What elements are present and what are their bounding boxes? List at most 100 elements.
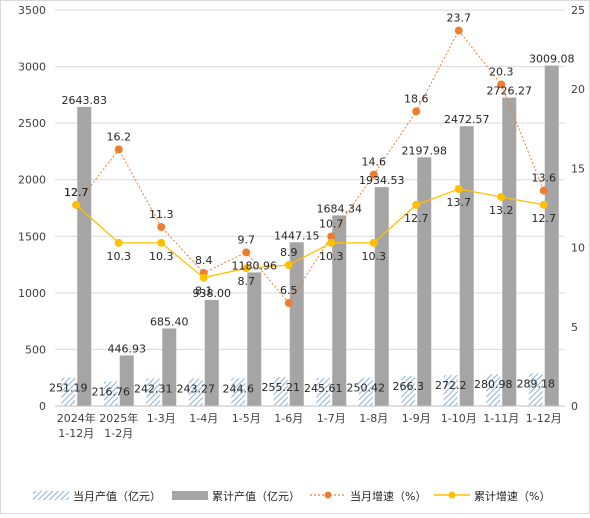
legend-item-cumulative-growth: 累计增速（%） [434,489,550,503]
data-label-monthly-output: 289.18 [517,377,556,390]
bar-cumulative-output [544,65,559,406]
bar-cumulative-output [332,215,347,406]
bar-cumulative-output [247,272,262,406]
bar-cumulative-output [162,328,177,406]
x-tick-label: 1-3月 [147,412,176,425]
y-right-tick-label: 0 [571,400,578,413]
right-axis: 0 5 10 15 20 25 [571,4,585,413]
data-label-cumulative-output: 685.40 [150,315,189,328]
data-label-monthly-growth: 13.6 [532,172,557,185]
data-label-monthly-growth: 12.7 [64,186,89,199]
data-label-cumulative-growth: 8.1 [195,285,213,298]
legend-label-cumulative-growth: 累计增速（%） [474,489,550,503]
point-monthly-growth [242,248,251,257]
data-label-cumulative-output: 2643.83 [62,94,108,107]
y-left-tick-label: 3500 [18,4,46,17]
lines [72,26,548,308]
left-axis: 0 500 1000 1500 2000 2500 3000 3500 [18,4,46,413]
data-label-monthly-output: 280.98 [474,378,513,391]
data-label-monthly-growth: 16.2 [107,130,132,143]
bar-monthly-output [146,378,161,406]
y-right-tick-label: 25 [571,4,585,17]
bar-monthly-output [231,378,246,406]
bar-cumulative-output [77,106,92,407]
data-label-monthly-output: 266.3 [393,380,425,393]
bar-monthly-output [273,377,288,406]
data-label-monthly-output: 245.61 [304,382,343,395]
data-label-monthly-growth: 14.6 [362,156,387,169]
data-label-monthly-output: 255.21 [262,381,301,394]
x-tick-label: 1-12月 [58,427,94,440]
x-tick-label: 1-5月 [232,412,261,425]
data-label-cumulative-growth: 12.7 [532,212,557,225]
data-label-cumulative-output: 2726.27 [487,85,533,98]
data-label-monthly-output: 242.31 [134,383,173,396]
bar-monthly-output [401,375,416,406]
point-cumulative-growth [369,238,378,247]
point-cumulative-growth [412,200,421,209]
data-label-cumulative-growth: 8.9 [280,246,298,259]
data-label-cumulative-output: 2472.57 [444,113,490,126]
data-label-cumulative-output: 2197.98 [402,144,448,157]
legend-item-monthly-output: 当月产值（亿元） [33,489,161,503]
data-label-monthly-growth: 18.6 [404,92,429,105]
y-left-tick-label: 500 [25,343,46,356]
legend-marker-cumulative-growth [448,491,456,499]
data-label-cumulative-growth: 13.2 [489,204,514,217]
y-right-tick-label: 15 [571,162,585,175]
point-cumulative-growth [327,238,336,247]
data-label-cumulative-growth: 8.7 [238,275,256,288]
data-label-monthly-growth: 8.4 [195,254,213,267]
legend-label-monthly-output: 当月产值（亿元） [73,489,161,503]
point-monthly-growth [327,232,336,241]
bar-monthly-output [188,378,203,406]
data-label-cumulative-growth: 13.7 [447,196,472,209]
point-monthly-growth [284,299,293,308]
data-label-monthly-output: 216.76 [92,385,131,398]
point-cumulative-growth [284,261,293,270]
x-tick-label: 2025年 [99,411,138,425]
data-label-monthly-growth: 11.3 [149,208,174,221]
y-right-tick-label: 20 [571,83,585,96]
data-label-monthly-output: 251.19 [49,382,88,395]
x-tick-label: 1-10月 [441,412,477,425]
bars [61,65,559,407]
point-monthly-growth [369,170,378,179]
bar-monthly-output [61,377,76,406]
point-cumulative-growth [157,238,166,247]
point-cumulative-growth [539,200,548,209]
x-tick-label: 1-12月 [526,412,562,425]
point-monthly-growth [412,107,421,116]
x-tick-label: 2024年 [57,411,96,425]
data-label-cumulative-growth: 10.3 [107,250,132,263]
data-label-cumulative-growth: 10.3 [149,250,174,263]
point-monthly-growth [497,80,506,89]
data-label-cumulative-output: 1934.53 [359,174,405,187]
y-left-tick-label: 0 [39,400,46,413]
point-cumulative-growth [454,184,463,193]
point-monthly-growth [454,26,463,35]
legend-label-cumulative-output: 累计产值（亿元） [212,489,300,503]
legend-swatch-cumulative-output [172,491,208,500]
data-label-monthly-growth: 23.7 [447,12,472,25]
bar-monthly-output [528,373,543,406]
data-label-cumulative-growth: 12.7 [64,186,89,199]
bar-monthly-output [316,378,331,406]
data-labels: 251.19 2643.83 216.76 446.93 242.31 685.40 243… [49,12,575,399]
data-label-cumulative-output: 1447.15 [274,229,320,242]
data-label-monthly-growth: 10.7 [319,218,344,231]
legend-marker-monthly-growth [324,491,332,499]
x-tick-label: 1-7月 [317,412,346,425]
bar-cumulative-output [502,97,517,406]
data-label-cumulative-output: 3009.08 [529,53,575,66]
legend: 当月产值（亿元） 累计产值（亿元） 当月增速（%） 累计增速（%） [33,489,550,503]
data-label-monthly-output: 250.42 [347,382,386,395]
point-cumulative-growth [114,238,123,247]
data-label-monthly-output: 244.6 [223,382,255,395]
bar-cumulative-output [417,157,432,406]
y-left-tick-label: 1000 [18,287,46,300]
bar-cumulative-output [459,126,474,406]
data-label-cumulative-output: 1180.96 [232,259,278,272]
point-cumulative-growth [199,273,208,282]
